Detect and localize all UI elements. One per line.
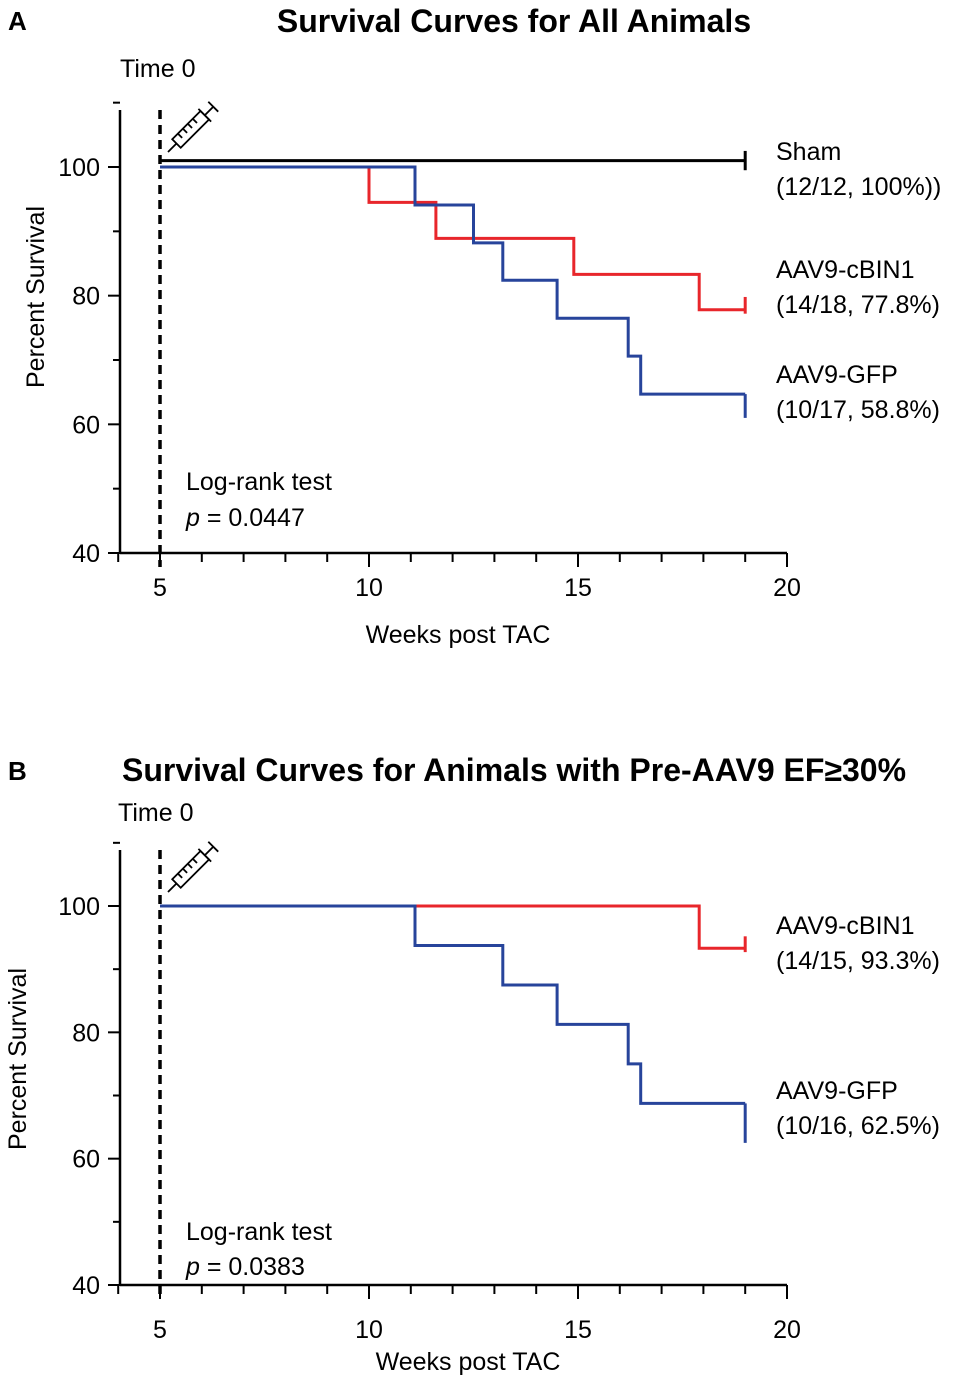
series-line-b-aav9-gfp bbox=[160, 904, 746, 1105]
x-tick-label-a-10: 10 bbox=[355, 574, 383, 602]
p-symbol-a: p bbox=[185, 504, 200, 532]
legend-name-b-0: AAV9-cBIN1 bbox=[776, 912, 914, 940]
series-line-a-aav9-gfp bbox=[160, 165, 746, 396]
p-value-a: p = 0.0447 bbox=[185, 504, 305, 532]
x-tick-label-a-15: 15 bbox=[564, 574, 592, 602]
x-tick-label-b-5: 5 bbox=[153, 1316, 167, 1344]
y-tick-label-a-80: 80 bbox=[72, 283, 100, 311]
chart-title-b: Survival Curves for Animals with Pre-AAV… bbox=[122, 752, 906, 788]
x-axis-label-b: Weeks post TAC bbox=[376, 1348, 561, 1376]
panel-a: A Survival Curves for All Animals Time 0… bbox=[8, 3, 941, 649]
legend-name-a-2: AAV9-GFP bbox=[776, 361, 898, 389]
p-value-text-b: = 0.0383 bbox=[200, 1253, 305, 1281]
legend-detail-b-1: (10/16, 62.5%) bbox=[776, 1112, 940, 1140]
x-tick-label-a-5: 5 bbox=[153, 574, 167, 602]
y-tick-label-b-60: 60 bbox=[72, 1146, 100, 1174]
panel-letter-a: A bbox=[8, 6, 27, 36]
y-tick-label-b-80: 80 bbox=[72, 1019, 100, 1047]
legend-name-a-0: Sham bbox=[776, 138, 841, 166]
plot-area-a: 40 60 80 100 5 10 15 20 bbox=[58, 101, 801, 602]
panel-b: B Survival Curves for Animals with Pre-A… bbox=[4, 752, 940, 1376]
legend-detail-a-1: (14/18, 77.8%) bbox=[776, 291, 940, 319]
legend-detail-a-0: (12/12, 100%)) bbox=[776, 173, 941, 201]
stat-label-a: Log-rank test bbox=[186, 468, 332, 496]
y-tick-label-a-100: 100 bbox=[58, 154, 100, 182]
y-tick-label-b-40: 40 bbox=[72, 1272, 100, 1300]
x-tick-label-b-20: 20 bbox=[773, 1316, 801, 1344]
y-axis-label-b: Percent Survival bbox=[4, 968, 32, 1150]
p-value-text-a: = 0.0447 bbox=[200, 504, 305, 532]
legend-name-a-1: AAV9-cBIN1 bbox=[776, 256, 914, 284]
syringe-icon bbox=[167, 101, 219, 153]
chart-title-a: Survival Curves for All Animals bbox=[277, 3, 751, 39]
series-line-a-aav9-cbin1 bbox=[160, 165, 746, 312]
plot-area-b: 40 60 80 100 5 10 15 20 bbox=[58, 841, 801, 1344]
time0-label-a: Time 0 bbox=[120, 55, 195, 83]
legend-name-b-1: AAV9-GFP bbox=[776, 1077, 898, 1105]
y-tick-label-a-40: 40 bbox=[72, 540, 100, 568]
series-line-b-aav9-cbin1 bbox=[160, 904, 746, 950]
time0-label-b: Time 0 bbox=[118, 799, 193, 827]
p-value-b: p = 0.0383 bbox=[185, 1253, 305, 1281]
x-axis-label-a: Weeks post TAC bbox=[366, 621, 551, 649]
legend-detail-a-2: (10/17, 58.8%) bbox=[776, 396, 940, 424]
y-axis-label-a: Percent Survival bbox=[22, 206, 50, 388]
legend-detail-b-0: (14/15, 93.3%) bbox=[776, 947, 940, 975]
y-tick-label-a-60: 60 bbox=[72, 411, 100, 439]
syringe-icon-b bbox=[167, 841, 219, 893]
x-tick-label-b-15: 15 bbox=[564, 1316, 592, 1344]
x-tick-label-a-20: 20 bbox=[773, 574, 801, 602]
panel-letter-b: B bbox=[8, 756, 27, 786]
x-tick-label-b-10: 10 bbox=[355, 1316, 383, 1344]
stat-label-b: Log-rank test bbox=[186, 1218, 332, 1246]
p-symbol-b: p bbox=[185, 1253, 200, 1281]
y-tick-label-b-100: 100 bbox=[58, 893, 100, 921]
